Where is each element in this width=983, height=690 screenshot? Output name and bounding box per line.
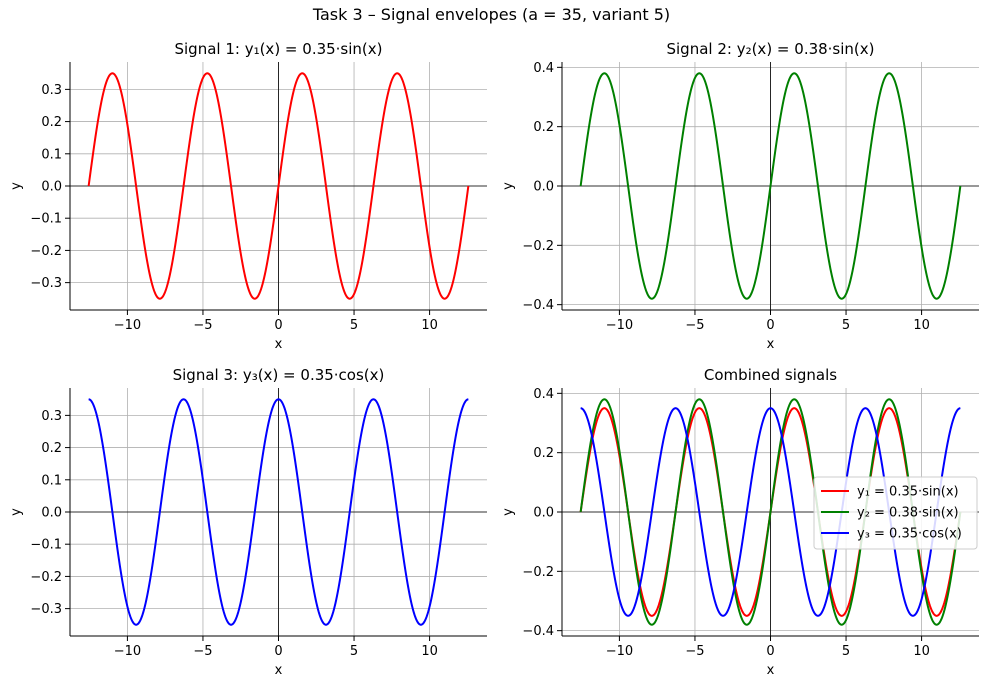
y-tick-label: 0.0 (533, 506, 554, 521)
y-tick-label: 0.1 (41, 147, 62, 162)
legend-entry-label: y₃ = 0.35·cos(x) (857, 527, 962, 542)
x-tick-label: −5 (193, 318, 212, 333)
x-tick-label: 0 (766, 318, 774, 333)
chart-title: Signal 2: y₂(x) = 0.38·sin(x) (666, 40, 874, 58)
x-tick-label: 10 (913, 318, 930, 333)
x-tick-label: 0 (274, 318, 282, 333)
chart-panel-3: −10 −5 0 5 10 −0.3 −0.2 −0.1 0.0 0.1 0.2 0.3 Signal … (9, 366, 487, 678)
series-line-1 (87, 72, 470, 300)
y-tick-label: −0.2 (522, 239, 554, 254)
x-tick-label: −10 (114, 318, 141, 333)
x-axis-label: x (767, 337, 775, 352)
y-tick-label: 0.2 (533, 446, 554, 461)
y-axis-label: y (9, 182, 24, 190)
chart-panel-2: −10 −5 0 5 10 −0.4 −0.2 0.0 0.2 0.4 Signal 2: y₂(x… (501, 40, 979, 352)
x-tick-label: −10 (606, 644, 633, 659)
y-tick-label: 0.4 (533, 61, 554, 76)
y-tick-label: −0.2 (30, 570, 62, 585)
y-tick-label: 0.2 (533, 120, 554, 135)
y-tick-label: 0.0 (41, 506, 62, 521)
legend-box (813, 476, 978, 550)
y-tick-label: −0.2 (30, 244, 62, 259)
x-tick-label: −5 (193, 644, 212, 659)
x-axis-label: x (767, 663, 775, 678)
legend-entry-label: y₂ = 0.38·sin(x) (857, 506, 959, 521)
x-tick-label: −10 (114, 644, 141, 659)
legend: y₁ = 0.35·sin(x) y₂ = 0.38·sin(x) y₃ = 0.3… (813, 476, 978, 550)
y-tick-label: 0.0 (41, 180, 62, 195)
chart-title: Signal 3: y₃(x) = 0.35·cos(x) (173, 366, 385, 384)
y-tick-label: 0.1 (41, 473, 62, 488)
x-tick-label: 10 (913, 644, 930, 659)
x-tick-label: −5 (685, 318, 704, 333)
x-tick-label: 5 (350, 318, 358, 333)
chart-panel-4: −10 −5 0 5 10 −0.4 −0.2 0.0 0.2 0.4 Combined signa… (501, 366, 979, 678)
x-tick-label: 5 (350, 644, 358, 659)
y-tick-label: 0.3 (41, 409, 62, 424)
x-tick-label: 5 (842, 644, 850, 659)
series-line-3 (580, 407, 961, 617)
figure-title: Task 3 – Signal envelopes (a = 35, varia… (312, 5, 671, 24)
y-tick-label: −0.4 (522, 298, 554, 313)
y-axis-label: y (501, 508, 516, 516)
y-tick-label: 0.4 (533, 387, 554, 402)
chart-title: Combined signals (704, 366, 837, 384)
x-tick-label: −10 (606, 318, 633, 333)
y-tick-label: −0.1 (30, 212, 62, 227)
y-tick-label: −0.2 (522, 565, 554, 580)
y-tick-label: 0.3 (41, 83, 62, 98)
y-axis-label: y (501, 182, 516, 190)
y-tick-label: −0.3 (30, 276, 62, 291)
y-axis-label: y (9, 508, 24, 516)
y-tick-label: −0.1 (30, 538, 62, 553)
x-tick-label: −5 (685, 644, 704, 659)
series-line-2 (579, 398, 962, 626)
x-tick-label: 10 (421, 644, 438, 659)
chart-panel-1: −10 −5 0 5 10 −0.3 −0.2 −0.1 0.0 0.1 0.2 0.3 Signal … (9, 40, 487, 352)
x-tick-label: 0 (274, 644, 282, 659)
x-axis-label: x (275, 663, 283, 678)
x-tick-label: 5 (842, 318, 850, 333)
legend-entry-label: y₁ = 0.35·sin(x) (857, 485, 959, 500)
y-tick-label: 0.2 (41, 441, 62, 456)
x-tick-label: 10 (421, 318, 438, 333)
series-line-1 (579, 72, 962, 300)
x-axis-label: x (275, 337, 283, 352)
series-line-1 (88, 398, 469, 626)
y-tick-label: 0.0 (533, 180, 554, 195)
x-tick-label: 0 (766, 644, 774, 659)
chart-title: Signal 1: y₁(x) = 0.35·sin(x) (174, 40, 382, 58)
y-tick-label: −0.4 (522, 624, 554, 639)
y-tick-label: 0.2 (41, 115, 62, 130)
y-tick-label: −0.3 (30, 602, 62, 617)
